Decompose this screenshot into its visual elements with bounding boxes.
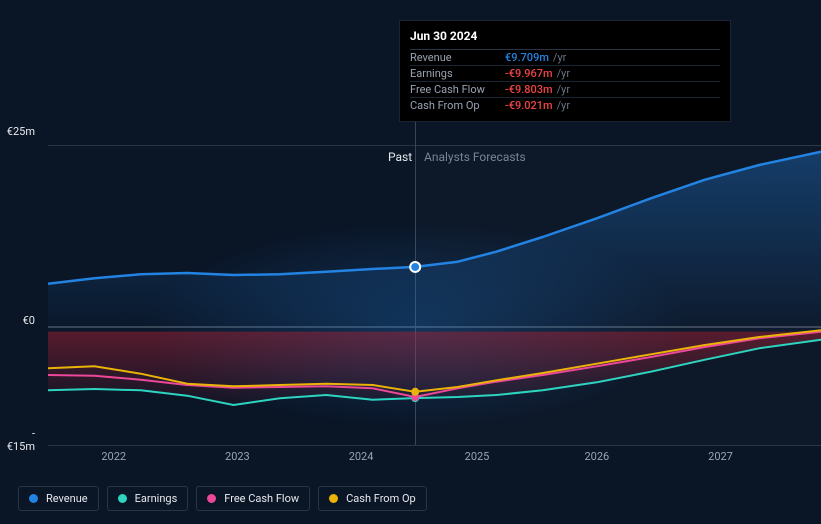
legend-item-cash-from-op[interactable]: Cash From Op [318, 486, 427, 511]
legend-item-revenue[interactable]: Revenue [18, 486, 99, 511]
x-axis-tick: 2027 [708, 450, 733, 463]
chart-legend: Revenue Earnings Free Cash Flow Cash From O… [18, 486, 427, 511]
legend-dot-icon [329, 494, 338, 503]
legend-dot-icon [29, 494, 38, 503]
legend-label: Free Cash Flow [224, 492, 299, 505]
data-tooltip: Jun 30 2024 Revenue€9.709m/yrEarnings-€9… [399, 20, 731, 122]
legend-dot-icon [207, 494, 216, 503]
tooltip-date: Jun 30 2024 [410, 29, 720, 50]
tooltip-row: Free Cash Flow-€9.803m/yr [410, 82, 720, 98]
tooltip-unit: /yr [557, 99, 570, 112]
legend-item-free-cash-flow[interactable]: Free Cash Flow [196, 486, 310, 511]
tooltip-row: Earnings-€9.967m/yr [410, 66, 720, 82]
legend-item-earnings[interactable]: Earnings [107, 486, 189, 511]
tooltip-metric-value: -€9.021m [505, 99, 553, 112]
tooltip-unit: /yr [553, 51, 566, 64]
y-axis-tick: -€15m [7, 427, 35, 453]
tooltip-row: Cash From Op-€9.021m/yr [410, 98, 720, 113]
legend-label: Earnings [135, 492, 178, 505]
y-axis-tick: €25m [7, 125, 35, 138]
x-axis-tick: 2025 [465, 450, 490, 463]
x-axis-tick: 2026 [584, 450, 609, 463]
legend-label: Cash From Op [346, 492, 416, 505]
tooltip-metric-value: €9.709m [505, 51, 549, 64]
tooltip-row: Revenue€9.709m/yr [410, 50, 720, 66]
legend-dot-icon [118, 494, 127, 503]
x-axis: 2022 2023 2024 2025 2026 2027 [48, 450, 821, 470]
y-axis-tick: €0 [23, 314, 35, 327]
x-axis-tick: 2024 [349, 450, 374, 463]
tooltip-metric-label: Earnings [410, 67, 505, 80]
legend-label: Revenue [46, 492, 88, 505]
tooltip-unit: /yr [557, 83, 570, 96]
x-axis-tick: 2023 [225, 450, 250, 463]
tooltip-metric-value: -€9.967m [505, 67, 553, 80]
tooltip-metric-label: Revenue [410, 51, 505, 64]
tooltip-unit: /yr [557, 67, 570, 80]
tooltip-metric-label: Cash From Op [410, 99, 505, 112]
gridline [48, 445, 821, 446]
tooltip-metric-label: Free Cash Flow [410, 83, 505, 96]
tooltip-metric-value: -€9.803m [505, 83, 553, 96]
x-axis-tick: 2022 [101, 450, 126, 463]
